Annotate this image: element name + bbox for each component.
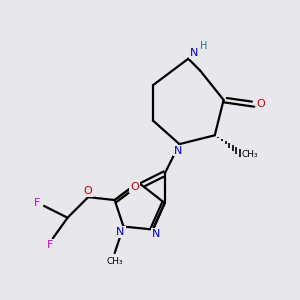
Text: F: F: [34, 198, 41, 208]
Text: H: H: [200, 41, 207, 51]
Text: N: N: [152, 229, 160, 239]
Text: F: F: [47, 240, 53, 250]
Text: CH₃: CH₃: [242, 150, 258, 159]
Text: O: O: [84, 186, 92, 196]
Text: N: N: [116, 227, 125, 237]
Text: O: O: [256, 99, 266, 110]
Text: O: O: [130, 182, 139, 192]
Text: CH₃: CH₃: [106, 257, 123, 266]
Text: N: N: [189, 48, 198, 59]
Text: N: N: [174, 146, 182, 156]
